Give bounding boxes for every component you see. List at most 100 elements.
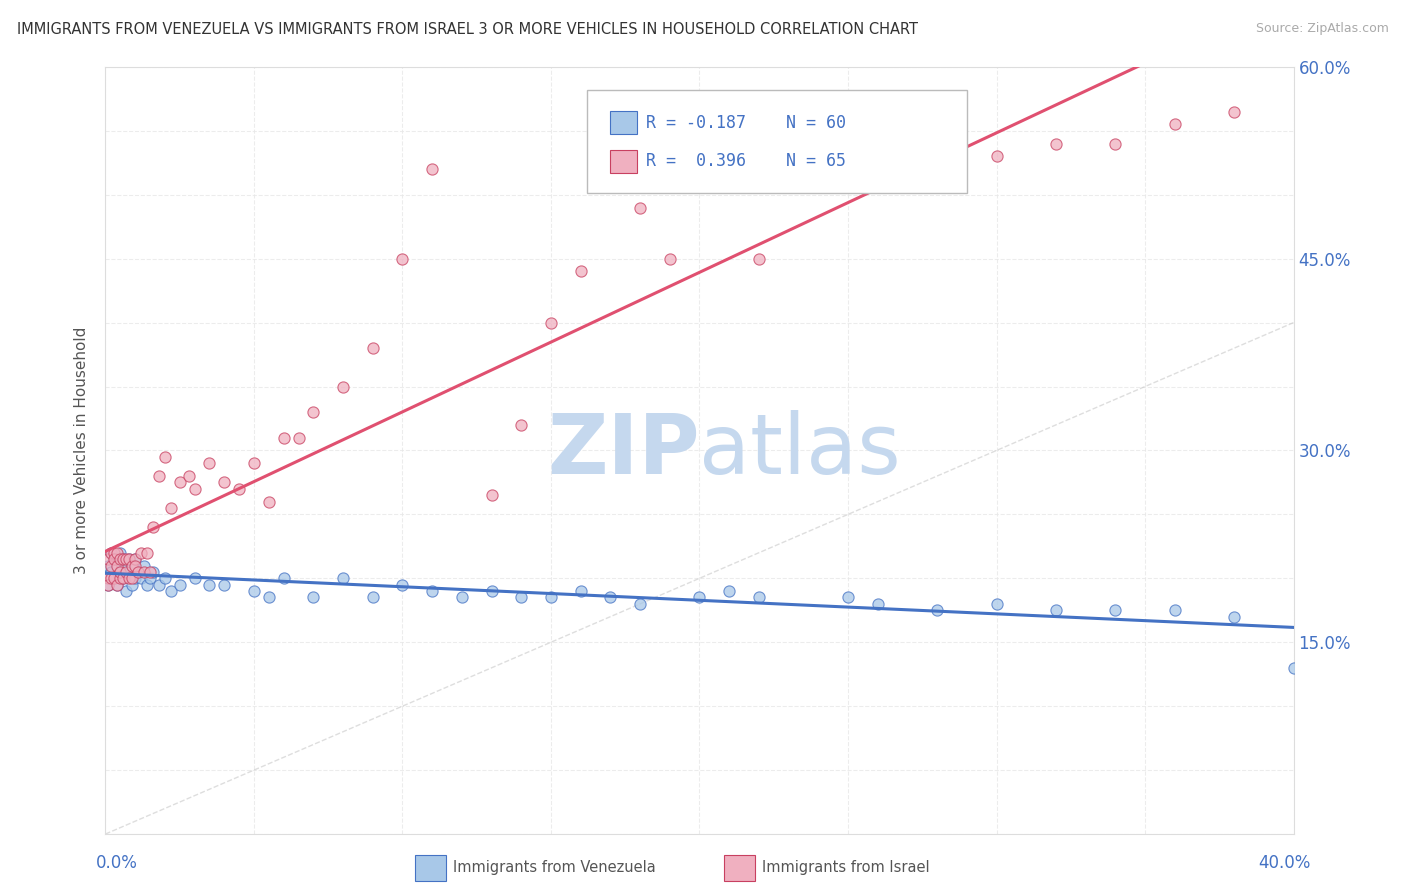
Point xyxy=(481,584,503,599)
Point xyxy=(103,552,125,566)
FancyBboxPatch shape xyxy=(586,90,967,194)
Point xyxy=(986,149,1008,163)
Point xyxy=(243,456,266,470)
Point xyxy=(748,591,770,605)
Point xyxy=(153,571,176,585)
Point xyxy=(198,578,221,592)
Point xyxy=(718,584,741,599)
Point xyxy=(169,475,191,490)
Point xyxy=(103,552,125,566)
Point xyxy=(420,584,443,599)
Point xyxy=(118,552,141,566)
Point xyxy=(159,584,181,599)
Point xyxy=(124,552,146,566)
Point xyxy=(100,571,122,585)
Point xyxy=(100,546,122,560)
Point xyxy=(807,175,830,189)
Point xyxy=(148,469,170,483)
Point xyxy=(273,431,295,445)
Point xyxy=(391,252,413,266)
Point xyxy=(110,552,132,566)
Y-axis label: 3 or more Vehicles in Household: 3 or more Vehicles in Household xyxy=(75,326,90,574)
Point xyxy=(257,494,280,508)
Point xyxy=(103,571,125,585)
Point xyxy=(139,571,162,585)
Point xyxy=(129,571,152,585)
Text: 40.0%: 40.0% xyxy=(1258,855,1310,872)
Point xyxy=(257,591,280,605)
Point xyxy=(105,558,128,573)
Point xyxy=(361,341,384,355)
Point xyxy=(139,565,162,579)
Point xyxy=(142,565,165,579)
Point xyxy=(569,584,592,599)
Point xyxy=(100,565,122,579)
Point xyxy=(124,552,146,566)
Point xyxy=(689,175,711,189)
Point xyxy=(1282,661,1305,675)
Point xyxy=(569,264,592,278)
Point xyxy=(540,316,562,330)
Point xyxy=(214,578,236,592)
Point xyxy=(97,571,120,585)
Point xyxy=(214,475,236,490)
Point xyxy=(110,565,132,579)
Point xyxy=(599,591,621,605)
Point xyxy=(124,558,146,573)
Point xyxy=(273,571,295,585)
Point xyxy=(129,546,152,560)
Text: Immigrants from Venezuela: Immigrants from Venezuela xyxy=(453,861,655,875)
Point xyxy=(1164,117,1187,131)
Point xyxy=(1104,603,1126,617)
Point xyxy=(183,571,205,585)
Point xyxy=(169,578,191,592)
Point xyxy=(100,546,122,560)
Point xyxy=(132,558,155,573)
Point xyxy=(986,597,1008,611)
Point xyxy=(127,565,149,579)
Point xyxy=(302,405,325,419)
Point xyxy=(361,591,384,605)
Point xyxy=(866,149,889,163)
Point xyxy=(105,546,128,560)
Text: R = -0.187    N = 60: R = -0.187 N = 60 xyxy=(645,114,846,132)
Point xyxy=(332,571,354,585)
Point xyxy=(118,571,141,585)
Point xyxy=(159,500,181,515)
Text: ZIP: ZIP xyxy=(547,410,700,491)
Point xyxy=(118,565,141,579)
Point xyxy=(243,584,266,599)
Point xyxy=(100,558,122,573)
Point xyxy=(136,578,159,592)
Point xyxy=(115,558,138,573)
Text: Immigrants from Israel: Immigrants from Israel xyxy=(762,861,929,875)
Point xyxy=(115,552,138,566)
Text: R =  0.396    N = 65: R = 0.396 N = 65 xyxy=(645,153,846,170)
Point xyxy=(183,482,205,496)
Point xyxy=(105,578,128,592)
Point xyxy=(628,597,651,611)
Point xyxy=(118,552,141,566)
Point xyxy=(121,558,143,573)
Point xyxy=(121,578,143,592)
Point xyxy=(127,565,149,579)
Point xyxy=(110,546,132,560)
Point xyxy=(927,603,949,617)
Point xyxy=(97,578,120,592)
Point xyxy=(391,578,413,592)
Point xyxy=(540,591,562,605)
Point xyxy=(866,597,889,611)
Point xyxy=(112,552,135,566)
Point xyxy=(153,450,176,464)
Point xyxy=(510,417,533,432)
Point xyxy=(332,379,354,393)
Point xyxy=(142,520,165,534)
Point xyxy=(121,571,143,585)
Text: Source: ZipAtlas.com: Source: ZipAtlas.com xyxy=(1256,22,1389,36)
Point xyxy=(121,558,143,573)
Point xyxy=(927,136,949,151)
Point xyxy=(110,571,132,585)
Point xyxy=(124,571,146,585)
Point xyxy=(481,488,503,502)
Point xyxy=(97,552,120,566)
